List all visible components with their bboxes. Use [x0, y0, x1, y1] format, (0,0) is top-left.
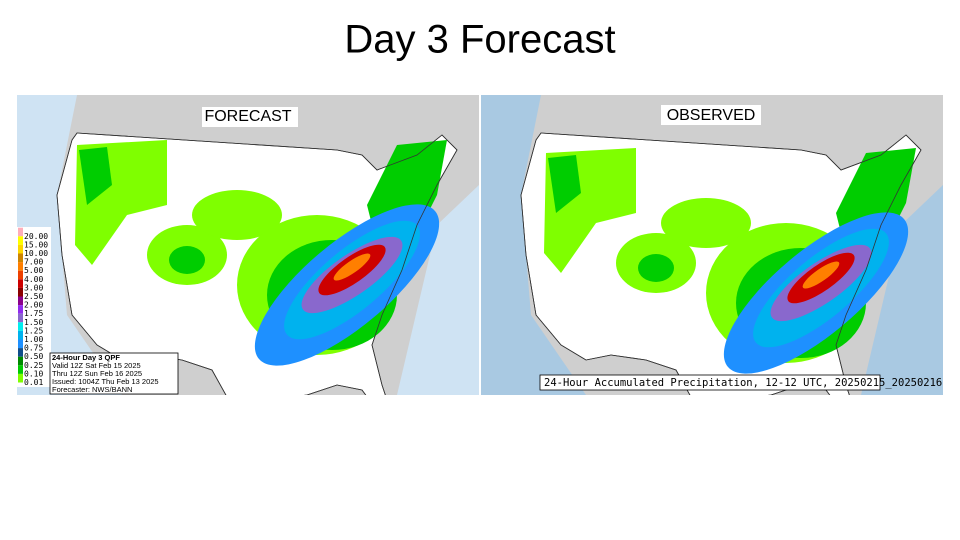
caption-box	[539, 374, 881, 391]
info-line: Forecaster: NWS/BANN	[52, 385, 132, 394]
panel-label: FORECAST	[204, 108, 291, 125]
legend-swatch	[18, 373, 23, 383]
panel-label: OBSERVED	[667, 107, 756, 124]
legend-label: 0.01	[24, 378, 43, 387]
observed-map	[481, 95, 943, 395]
legend-swatch	[18, 348, 23, 357]
legend-label: 15.00	[24, 240, 48, 249]
legend-swatch	[18, 287, 23, 297]
legend-swatch	[18, 296, 23, 306]
info-line: Issued: 1004Z Thu Feb 13 2025	[52, 377, 159, 386]
legend-swatch	[18, 279, 23, 288]
legend-label: 0.25	[24, 361, 43, 370]
legend-label: 7.00	[24, 258, 43, 267]
slide-title: Day 3 Forecast	[344, 18, 615, 62]
legend-swatch	[18, 313, 23, 323]
legend-label: 0.50	[24, 352, 43, 361]
legend-swatch	[18, 305, 23, 314]
legend-swatch	[18, 322, 23, 331]
legend-label: 0.10	[24, 369, 43, 378]
label-box	[661, 105, 761, 125]
legend: 20.0015.0010.007.005.004.003.002.502.001…	[17, 227, 51, 387]
legend-label: 1.00	[24, 335, 43, 344]
legend-label: 2.00	[24, 301, 43, 310]
label-box	[202, 107, 298, 127]
legend-label: 4.00	[24, 275, 43, 284]
forecast-map	[17, 95, 479, 395]
legend-swatch	[18, 270, 23, 280]
info-line: 24-Hour Day 3 QPF	[52, 353, 120, 362]
legend-label: 1.50	[24, 318, 43, 327]
legend-swatch	[18, 339, 23, 349]
legend-swatch	[18, 356, 23, 366]
legend-label: 10.00	[24, 249, 48, 258]
info-line: Thru 12Z Sun Feb 16 2025	[52, 369, 142, 378]
legend-swatch	[18, 365, 23, 374]
legend-label: 1.25	[24, 326, 43, 335]
legend-label: 1.75	[24, 309, 43, 318]
info-line: Valid 12Z Sat Feb 15 2025	[52, 361, 141, 370]
ocean	[741, 185, 943, 395]
legend-label: 0.75	[24, 344, 43, 353]
legend-label: 20.00	[24, 232, 48, 241]
legend-swatch	[18, 262, 23, 271]
ocean	[277, 185, 479, 395]
caption: 24-Hour Accumulated Precipitation, 12-12…	[544, 377, 942, 389]
legend-swatch	[18, 244, 23, 254]
legend-swatch	[18, 227, 23, 237]
ocean	[481, 95, 586, 395]
legend-label: 2.50	[24, 292, 43, 301]
legend-label: 5.00	[24, 266, 43, 275]
info-box	[49, 352, 179, 395]
legend-swatch	[18, 330, 23, 340]
legend-swatch	[18, 253, 23, 263]
legend-swatch	[18, 236, 23, 245]
legend-label: 3.00	[24, 283, 43, 292]
